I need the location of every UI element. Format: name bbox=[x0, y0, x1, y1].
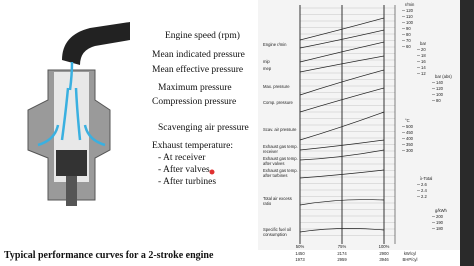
row-label: mip bbox=[263, 59, 270, 64]
caption: Typical performance curves for a 2-strok… bbox=[4, 250, 214, 261]
air-arrows bbox=[37, 61, 106, 147]
scale-tick-label: 300 bbox=[406, 148, 414, 153]
scale-tick-label: 12 bbox=[421, 71, 426, 76]
scale-tick-label: 2.4 bbox=[421, 188, 427, 193]
x-bhp: 1973 bbox=[295, 257, 305, 262]
scale-unit: °C bbox=[405, 118, 410, 123]
slide-label: Mean indicated pressure bbox=[152, 50, 245, 60]
row-label: Max. pressure bbox=[263, 84, 290, 89]
scale-tick-label: 90 bbox=[406, 26, 411, 31]
x-percent: 75% bbox=[338, 244, 347, 249]
scale-tick-label: 2.2 bbox=[421, 194, 427, 199]
slide-label: Maximum pressure bbox=[158, 83, 232, 93]
slide-label: Compression pressure bbox=[152, 97, 236, 107]
scale-unit: bar bbox=[420, 41, 427, 46]
grid bbox=[299, 5, 396, 244]
slide-label: Engine speed (rpm) bbox=[165, 30, 240, 41]
piston-rod bbox=[66, 176, 77, 206]
scale-tick-label: 400 bbox=[406, 136, 414, 141]
pointer-dot bbox=[209, 169, 215, 175]
row-label: receiver bbox=[263, 149, 278, 154]
slide-label: Exhaust temperature: bbox=[152, 141, 233, 151]
slide-label: - After turbines bbox=[158, 176, 216, 187]
row-label: after turbines bbox=[263, 173, 287, 178]
x-bhp: BHP/cyl bbox=[403, 257, 418, 262]
scale-tick-label: 350 bbox=[406, 142, 414, 147]
scale-unit: r/min bbox=[405, 2, 415, 7]
row-label: mep bbox=[263, 66, 272, 71]
scale-tick-label: 120 bbox=[436, 86, 444, 91]
row-label: after valves bbox=[263, 161, 284, 166]
exhaust-pipe bbox=[62, 22, 130, 65]
scale-tick-label: 500 bbox=[406, 124, 414, 129]
scale-tick-label: 20 bbox=[421, 47, 426, 52]
scale-tick-label: 14 bbox=[421, 65, 426, 70]
scale-tick-label: 100 bbox=[406, 20, 414, 25]
row-label: Exhaust gas temp. bbox=[263, 156, 298, 161]
scale-tick-label: 18 bbox=[421, 53, 426, 58]
scale-unit: bar (abs) bbox=[435, 74, 452, 79]
row-label: ratio bbox=[263, 201, 272, 206]
engine-illustration bbox=[27, 22, 130, 206]
scale-tick-label: 80 bbox=[406, 32, 411, 37]
scale-tick-label: 450 bbox=[406, 130, 414, 135]
x-percent: 100% bbox=[379, 244, 390, 249]
scale-tick-label: 70 bbox=[406, 38, 411, 43]
x-bhp: 2959 bbox=[337, 257, 347, 262]
scale-tick-label: 180 bbox=[436, 226, 444, 231]
side-strip bbox=[460, 0, 474, 266]
row-label: Exhaust gas temp. bbox=[263, 144, 298, 149]
slide-label: Mean effective pressure bbox=[152, 64, 243, 75]
scale-tick-label: 60 bbox=[406, 44, 411, 49]
slide-label: - After valves bbox=[158, 164, 210, 175]
x-kw: kW/cyl bbox=[404, 251, 416, 256]
scale-tick-label: 2.6 bbox=[421, 182, 427, 187]
curves bbox=[299, 17, 385, 233]
scale-tick-label: 190 bbox=[436, 220, 444, 225]
scale-tick-label: 140 bbox=[436, 80, 444, 85]
x-kw: 2174 bbox=[337, 251, 347, 256]
x-bhp: 3946 bbox=[379, 257, 389, 262]
scale-tick-label: 16 bbox=[421, 59, 426, 64]
x-kw: 2900 bbox=[379, 251, 389, 256]
piston bbox=[56, 150, 87, 176]
row-label: Specific fuel oil bbox=[263, 227, 291, 232]
slide-label: - At receiver bbox=[158, 153, 206, 163]
scale-tick-label: 100 bbox=[436, 92, 444, 97]
scale-tick-label: 80 bbox=[436, 98, 441, 103]
scale-tick-label: 120 bbox=[406, 8, 414, 13]
x-percent: 50% bbox=[296, 244, 305, 249]
scale-unit: g/kWh bbox=[435, 208, 448, 213]
row-label: consumption bbox=[263, 232, 287, 237]
scale-tick-label: 110 bbox=[406, 14, 413, 19]
row-label: Comp. pressure bbox=[263, 100, 293, 105]
x-kw: 1450 bbox=[295, 251, 305, 256]
row-label: Engine r/min bbox=[263, 42, 287, 47]
row-label: Exhaust gas temp. bbox=[263, 168, 298, 173]
scale-tick-label: 200 bbox=[436, 214, 444, 219]
row-label: Scav. air pressure bbox=[263, 127, 297, 132]
slide-label: Scavenging air pressure bbox=[158, 123, 249, 133]
row-label: Total air excess bbox=[263, 196, 292, 201]
scale-unit: λ-Total bbox=[420, 176, 432, 181]
